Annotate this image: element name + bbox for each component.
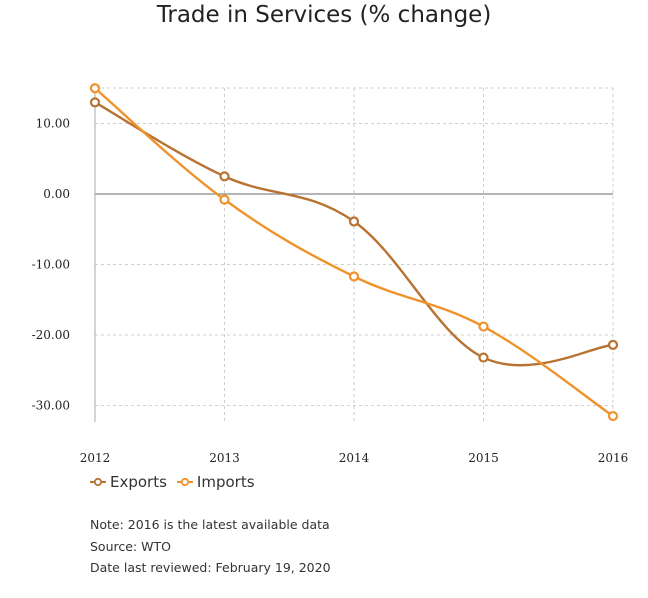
legend-swatch-marker — [180, 477, 190, 487]
legend-swatch-imports — [176, 477, 193, 487]
chart-notes: Note: 2016 is the latest available data … — [90, 514, 331, 579]
legend: Exports Imports — [90, 472, 265, 492]
x-tick-label: 2014 — [339, 451, 370, 465]
x-tick-label: 2013 — [209, 451, 240, 465]
data-point-exports[interactable] — [607, 339, 619, 350]
chart-title: Trade in Services (% change) — [156, 2, 492, 28]
y-tick-label: 10.00 — [36, 117, 70, 131]
y-tick-label: -30.00 — [32, 399, 70, 413]
y-tick-label: -20.00 — [32, 328, 70, 342]
x-tick-label: 2016 — [598, 451, 629, 465]
data-point-imports[interactable] — [478, 321, 489, 332]
legend-item-exports[interactable]: Exports — [90, 473, 167, 491]
data-point-exports[interactable] — [348, 216, 360, 227]
chart-plot: 10.00 0.00 -10.00 -20.00 -30.00 2012 2013 2014 2… — [32, 83, 629, 465]
legend-swatch-exports — [90, 477, 106, 487]
note-latest-data: Note: 2016 is the latest available data — [90, 517, 330, 532]
y-tick-label: 0.00 — [43, 187, 70, 201]
legend-label-imports: Imports — [196, 473, 255, 491]
data-point-exports[interactable] — [89, 97, 101, 108]
x-tick-label: 2012 — [80, 451, 111, 465]
note-date-reviewed: Date last reviewed: February 19, 2020 — [90, 560, 331, 575]
legend-label-exports: Exports — [110, 473, 167, 491]
data-point-imports[interactable] — [607, 410, 619, 422]
x-tick-label: 2015 — [468, 451, 499, 465]
note-source: Source: WTO — [90, 538, 171, 554]
data-point-imports[interactable] — [348, 271, 360, 282]
legend-swatch-marker — [93, 477, 103, 487]
y-tick-label: -10.00 — [32, 258, 70, 272]
data-point-exports[interactable] — [219, 171, 230, 182]
data-point-imports[interactable] — [219, 194, 230, 205]
data-point-imports[interactable] — [89, 83, 101, 94]
data-point-exports[interactable] — [478, 352, 489, 363]
legend-item-imports[interactable]: Imports — [176, 473, 255, 491]
